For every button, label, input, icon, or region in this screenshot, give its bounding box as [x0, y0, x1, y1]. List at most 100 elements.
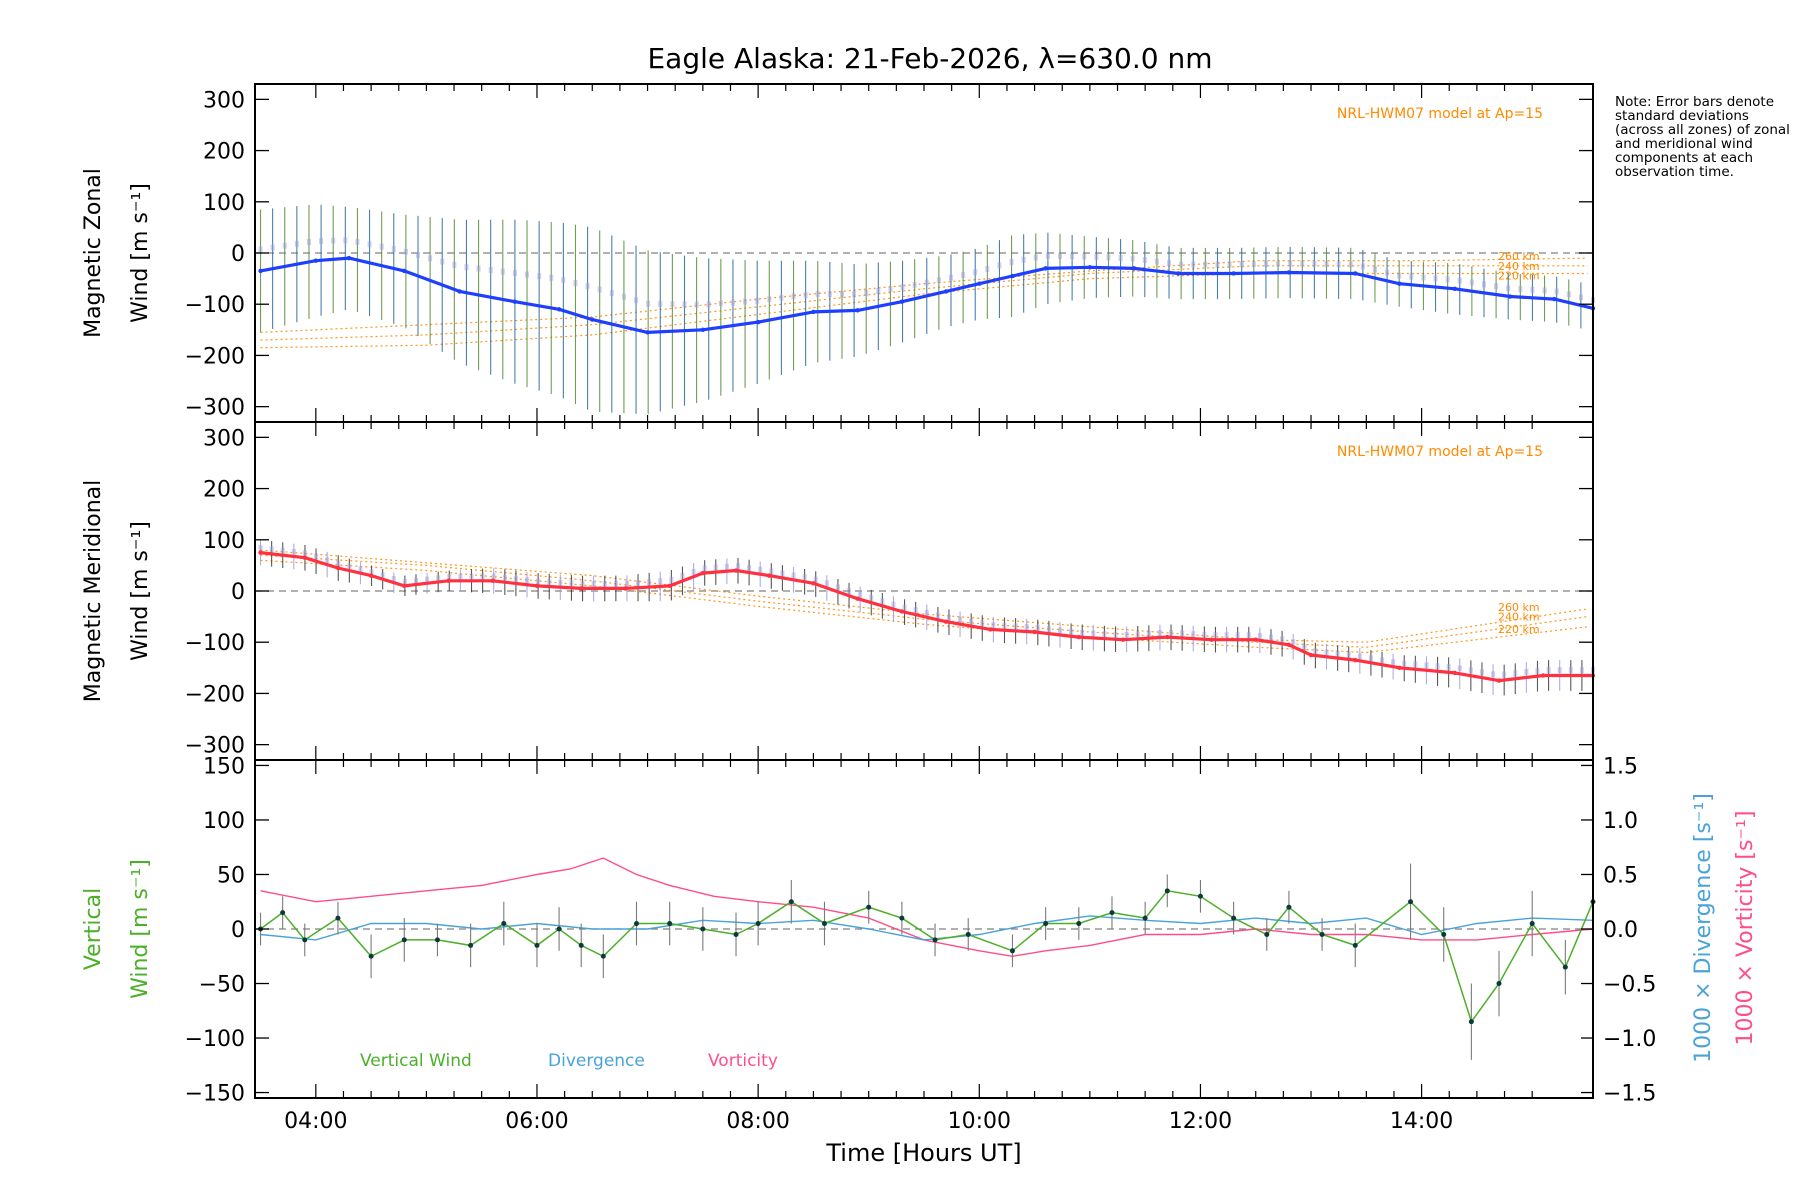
model-curve-220-km: [260, 272, 1588, 349]
zone-marker: [985, 265, 990, 272]
vertical-wind-point: [335, 915, 341, 921]
zone-marker: [813, 576, 818, 583]
zone-marker: [549, 274, 554, 281]
zone-marker: [536, 578, 541, 585]
zone-marker: [780, 570, 785, 577]
zone-marker: [961, 271, 966, 278]
zone-marker: [658, 300, 663, 307]
zone-marker: [802, 574, 807, 581]
zone-marker: [1102, 631, 1107, 638]
zone-marker: [602, 580, 607, 587]
zone-marker: [1082, 253, 1087, 260]
zone-marker: [1045, 252, 1050, 259]
panel-vertical: Vertical Wind Divergence Vorticity 1.5 1.0 0.…: [81, 754, 1758, 1167]
zone-marker: [730, 299, 735, 306]
meridional-wind-point: [446, 578, 451, 583]
zonal-wind-point: [943, 289, 949, 294]
meridional-wind-point: [1120, 637, 1126, 642]
zone-marker: [1557, 667, 1562, 674]
zone-marker: [900, 284, 905, 291]
y-tick-label: −100: [185, 631, 245, 656]
zone-marker: [948, 274, 953, 281]
legend-divergence: Divergence: [548, 1051, 645, 1071]
vertical-wind-point: [468, 942, 474, 948]
zone-marker: [1481, 281, 1486, 288]
zonal-wind-point: [512, 299, 518, 304]
zone-marker: [1002, 622, 1007, 629]
zone-marker: [380, 572, 385, 579]
zone-marker: [935, 612, 940, 619]
right-tick-label: −1.5: [1603, 1082, 1656, 1107]
panel-frame: [254, 421, 1594, 761]
meridional-wind-point: [1353, 657, 1358, 663]
zone-marker: [902, 604, 907, 611]
zone-marker: [302, 550, 307, 557]
vertical-wind-point: [1264, 931, 1270, 937]
zone-marker: [1530, 286, 1535, 293]
zone-marker: [1357, 653, 1362, 660]
zone-marker: [561, 276, 566, 283]
zone-marker: [500, 268, 505, 275]
zone-marker: [682, 301, 687, 308]
zone-marker: [1457, 277, 1462, 284]
zonal-wind-point: [1231, 271, 1236, 276]
zone-marker: [980, 620, 985, 627]
zonal-wind-point: [556, 307, 562, 312]
zone-marker: [1324, 261, 1329, 268]
vertical-wind-point: [1441, 931, 1447, 937]
vertical-wind-point: [1352, 942, 1358, 948]
zone-marker: [258, 545, 263, 552]
zone-marker: [525, 271, 530, 278]
y-tick-label: 200: [203, 478, 245, 503]
zone-marker: [827, 291, 832, 298]
zone-marker: [525, 577, 530, 584]
zonal-wind-point: [1353, 271, 1358, 276]
zonal-wind-point: [1452, 286, 1457, 292]
vertical-wind-point: [788, 899, 794, 905]
vertical-wind-point: [965, 931, 971, 937]
model-level-label: 240 km: [1498, 260, 1540, 273]
vertical-wind-point: [1109, 910, 1115, 916]
zone-marker: [1546, 667, 1551, 674]
zone-marker: [488, 267, 493, 274]
zone-marker: [591, 580, 596, 587]
zone-marker: [1360, 263, 1365, 270]
x-tick-label: 08:00: [726, 1109, 789, 1134]
zone-marker: [880, 598, 885, 605]
zone-marker: [1409, 273, 1414, 280]
zone-marker: [1346, 651, 1351, 658]
zone-marker: [452, 261, 457, 268]
vertical-wind-point: [1468, 1019, 1474, 1025]
zone-marker: [973, 269, 978, 276]
zone-marker: [1435, 663, 1440, 670]
y-tick-label: −100: [185, 1027, 245, 1052]
zone-marker: [1191, 261, 1196, 268]
zone-marker: [634, 297, 639, 304]
zone-marker: [573, 280, 578, 287]
zone-marker: [1513, 670, 1518, 677]
zone-marker: [1135, 631, 1140, 638]
vertical-wind-point: [280, 910, 286, 916]
model-curve-240-km: [260, 265, 1588, 341]
zone-marker: [1013, 623, 1018, 630]
zone-marker: [864, 289, 869, 296]
zonal-wind-point: [346, 255, 352, 261]
zone-marker: [1446, 664, 1451, 671]
meridional-wind-point: [1496, 678, 1502, 683]
zone-marker: [306, 239, 311, 246]
zone-marker: [1239, 261, 1244, 268]
zone-marker: [1157, 630, 1162, 637]
zone-marker: [391, 576, 396, 583]
zone-marker: [367, 241, 372, 248]
zone-marker: [724, 563, 729, 570]
zone-marker: [1391, 659, 1396, 666]
zone-marker: [480, 573, 485, 580]
zone-marker: [270, 244, 275, 251]
zone-marker: [1268, 634, 1273, 641]
y-axis-label-line1: Vertical: [81, 888, 106, 970]
zone-marker: [1280, 636, 1285, 643]
vertical-wind-point: [1197, 893, 1203, 899]
zone-marker: [1146, 630, 1151, 637]
